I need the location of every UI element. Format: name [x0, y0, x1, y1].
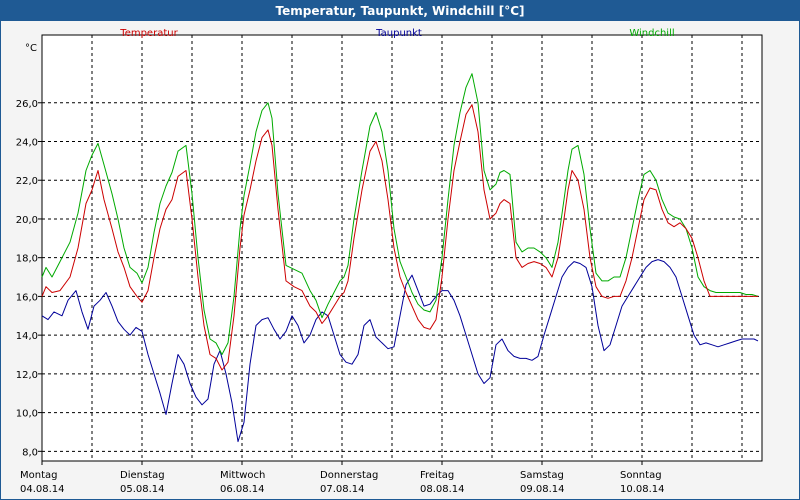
y-tick-label: 20,0	[16, 215, 38, 226]
y-tick-label: 14,0	[16, 331, 38, 342]
series-lines	[41, 73, 759, 443]
series-line-temperatur	[41, 104, 758, 371]
x-tick-weekday: Donnerstag	[320, 470, 378, 481]
x-tick-date: 10.08.14	[620, 484, 665, 495]
x-tick-weekday: Samstag	[520, 470, 564, 481]
x-tick-date: 07.08.14	[320, 484, 365, 495]
legend-windchill: Windchill	[629, 28, 674, 39]
x-tick-weekday: Dienstag	[120, 470, 165, 481]
y-tick-label: 16,0	[16, 292, 38, 303]
y-axis-unit-label: °C	[25, 43, 37, 54]
x-tick-date: 05.08.14	[120, 484, 165, 495]
grid	[42, 35, 762, 461]
x-tick-weekday: Freitag	[420, 470, 454, 481]
plot-area	[41, 34, 763, 462]
x-tick-date: 09.08.14	[520, 484, 565, 495]
y-tick-label: 8,0	[22, 447, 38, 458]
series-line-taupunkt	[41, 259, 759, 443]
line-chart: °C 8,0 10,0 12,0 14,0 16,0 18,0 20,0 22,0 24,0 26…	[1, 22, 799, 499]
y-tick-label: 10,0	[16, 409, 38, 420]
y-tick-label: 18,0	[16, 254, 38, 265]
legend-temperatur: Temperatur	[119, 28, 178, 39]
x-tick-weekday: Sonntag	[620, 470, 662, 481]
y-tick-label: 22,0	[16, 176, 38, 187]
x-tick-weekday: Mittwoch	[220, 470, 265, 481]
x-tick-date: 04.08.14	[20, 484, 65, 495]
x-tick-date: 08.08.14	[420, 484, 465, 495]
y-tick-label: 26,0	[16, 99, 38, 110]
x-axis: Montag 04.08.14 Dienstag 05.08.14 Mittwoch 06…	[20, 461, 665, 495]
y-axis: °C 8,0 10,0 12,0 14,0 16,0 18,0 20,0 22,0 24,0 26…	[16, 43, 42, 458]
legend: Temperatur Taupunkt Windchill	[119, 28, 674, 39]
x-tick-date: 06.08.14	[220, 484, 265, 495]
window-title: Temperatur, Taupunkt, Windchill [°C]	[1, 1, 799, 21]
legend-taupunkt: Taupunkt	[375, 28, 422, 39]
y-tick-label: 24,0	[16, 138, 38, 149]
x-tick-weekday: Montag	[20, 470, 57, 481]
y-tick-label: 12,0	[16, 370, 38, 381]
series-line-windchill	[41, 73, 759, 355]
